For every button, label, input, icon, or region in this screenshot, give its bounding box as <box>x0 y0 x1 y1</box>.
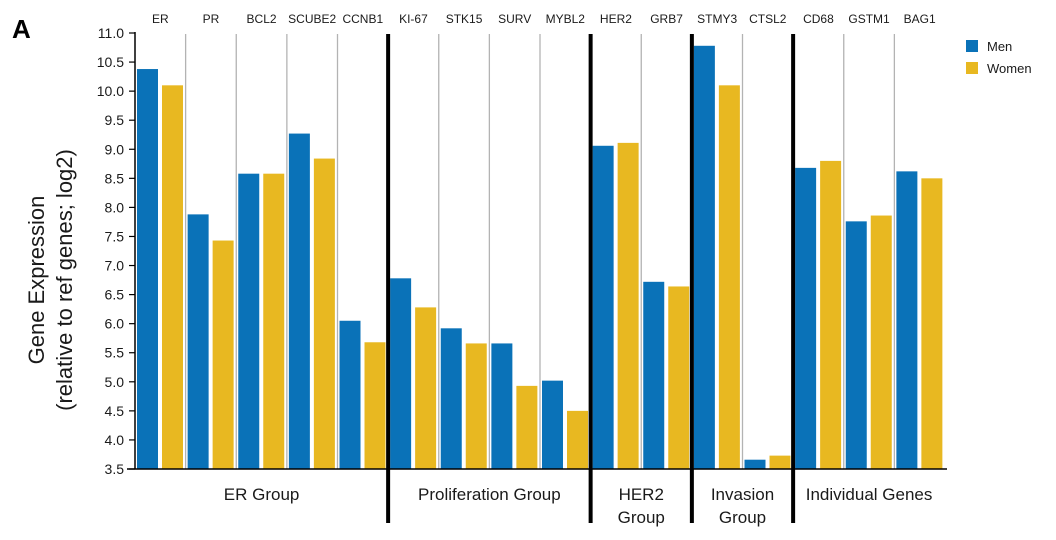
bar-women-scube2 <box>313 158 335 469</box>
y-axis-title-line2: (relative to ref genes; log2) <box>52 149 77 411</box>
y-tick-label: 11.0 <box>98 25 124 41</box>
y-tick-label: 7.5 <box>105 228 125 244</box>
bar-women-her2 <box>617 142 639 469</box>
bar-men-bag1 <box>896 171 918 469</box>
y-tick-label: 4.0 <box>105 432 125 448</box>
bar-women-pr <box>212 240 234 469</box>
y-axis-title: Gene Expression (relative to ref genes; … <box>24 149 77 411</box>
group-label: Group <box>719 508 766 527</box>
bar-men-pr <box>187 214 209 469</box>
y-tick-label: 4.5 <box>105 403 125 419</box>
gene-label: PR <box>203 12 220 26</box>
legend: Men Women <box>966 39 1032 76</box>
legend-swatch-women <box>966 62 978 74</box>
gene-label: CTSL2 <box>749 12 787 26</box>
bar-men-scube2 <box>288 133 310 469</box>
gene-label: GRB7 <box>650 12 683 26</box>
group-label: Proliferation Group <box>418 485 561 504</box>
y-tick-label: 10.0 <box>97 83 124 99</box>
bar-men-cd68 <box>795 167 817 470</box>
bar-men-bcl2 <box>238 173 260 469</box>
bar-women-stk15 <box>465 343 487 469</box>
bar-women-bcl2 <box>263 173 285 469</box>
bar-men-stmy3 <box>693 45 715 469</box>
bar-women-ctsl2 <box>769 455 791 469</box>
group-label: ER Group <box>224 485 300 504</box>
y-tick-label: 9.0 <box>105 141 125 157</box>
y-tick-label: 7.0 <box>105 258 125 274</box>
bar-women-cd68 <box>820 160 842 470</box>
group-label: HER2 <box>619 485 664 504</box>
legend-label-women: Women <box>987 61 1032 76</box>
bar-women-stmy3 <box>718 85 740 469</box>
gene-label: CCNB1 <box>342 12 383 26</box>
y-axis-title-line1: Gene Expression <box>24 196 49 365</box>
legend-label-men: Men <box>987 39 1012 54</box>
gene-label: STK15 <box>446 12 483 26</box>
group-label: Group <box>618 508 665 527</box>
gene-label: BAG1 <box>904 12 936 26</box>
group-label: Invasion <box>711 485 774 504</box>
gene-label: CD68 <box>803 12 834 26</box>
bar-women-bag1 <box>921 178 943 470</box>
panel-label: A <box>12 14 31 44</box>
bar-women-ccnb1 <box>364 342 386 469</box>
y-tick-label: 5.0 <box>105 374 125 390</box>
gene-label: ER <box>152 12 169 26</box>
y-tick-label: 9.5 <box>105 112 125 128</box>
gene-label: HER2 <box>600 12 632 26</box>
bar-men-stk15 <box>440 328 462 469</box>
bar-men-mybl2 <box>542 380 563 469</box>
bar-men-ki-67 <box>390 278 412 469</box>
bar-men-er <box>137 69 158 469</box>
plot-area: 3.5 4.0 4.5 5.0 5.5 6.0 6.5 7.0 7.5 8.0 8.5 9.0 9.5 1… <box>97 12 947 527</box>
gene-label: SURV <box>498 12 531 26</box>
bar-women-grb7 <box>668 286 690 469</box>
bar-men-ctsl2 <box>744 459 766 469</box>
y-tick-label: 8.5 <box>105 170 125 186</box>
bar-men-surv <box>491 343 513 469</box>
gene-label: STMY3 <box>697 12 737 26</box>
bar-women-er <box>162 85 183 469</box>
bar-women-ki-67 <box>415 307 437 469</box>
gene-label: BCL2 <box>247 12 277 26</box>
gene-label: MYBL2 <box>546 12 586 26</box>
y-tick-label: 6.0 <box>105 316 125 332</box>
group-label: Individual Genes <box>806 485 933 504</box>
y-tick-label: 8.0 <box>105 199 125 215</box>
gene-label: GSTM1 <box>848 12 890 26</box>
y-tick-label: 6.5 <box>105 287 125 303</box>
gene-label: KI-67 <box>399 12 428 26</box>
bar-men-ccnb1 <box>339 320 361 469</box>
bar-men-gstm1 <box>845 221 867 469</box>
bar-men-grb7 <box>643 281 665 469</box>
y-tick-label: 3.5 <box>105 461 125 477</box>
legend-swatch-men <box>966 40 978 52</box>
bar-women-mybl2 <box>567 410 588 469</box>
bar-women-gstm1 <box>870 215 892 469</box>
y-tick-label: 10.5 <box>97 54 124 70</box>
gene-label: SCUBE2 <box>288 12 336 26</box>
bar-men-her2 <box>592 145 614 469</box>
y-tick-label: 5.5 <box>105 345 125 361</box>
bar-women-surv <box>516 385 538 469</box>
